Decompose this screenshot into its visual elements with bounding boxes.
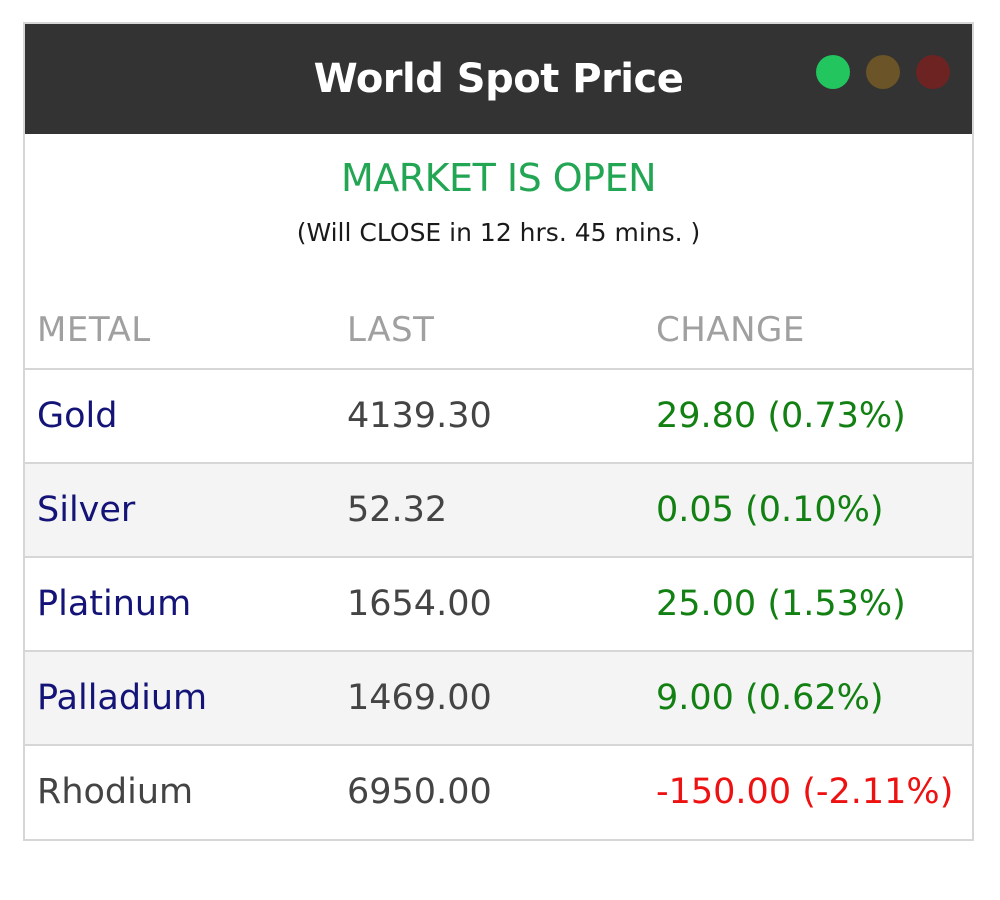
widget-title: World Spot Price [313, 56, 684, 102]
price-change: 29.80 (0.73%) [656, 396, 906, 436]
widget-header: World Spot Price [25, 24, 972, 134]
price-change: 0.05 (0.10%) [656, 490, 884, 530]
table-row: Gold 4139.30 29.80 (0.73%) [25, 370, 972, 464]
amber-light-icon [866, 55, 900, 89]
table-header: METAL LAST CHANGE [25, 304, 972, 370]
metal-link-gold[interactable]: Gold [37, 396, 118, 436]
price-change: 9.00 (0.62%) [656, 678, 884, 718]
last-price: 6950.00 [347, 772, 492, 812]
status-lights [816, 55, 950, 89]
table-row: Palladium 1469.00 9.00 (0.62%) [25, 652, 972, 746]
market-countdown: (Will CLOSE in 12 hrs. 45 mins. ) [296, 218, 701, 247]
metal-link-palladium[interactable]: Palladium [37, 678, 208, 718]
metal-name-rhodium: Rhodium [37, 772, 194, 812]
column-header-change: CHANGE [656, 310, 805, 350]
column-header-last: LAST [347, 310, 435, 350]
last-price: 52.32 [347, 490, 448, 530]
table-row: Rhodium 6950.00 -150.00 (-2.11%) [25, 746, 972, 840]
metal-link-silver[interactable]: Silver [37, 490, 136, 530]
table-row: Silver 52.32 0.05 (0.10%) [25, 464, 972, 558]
last-price: 1654.00 [347, 584, 492, 624]
market-status: MARKET IS OPEN [340, 156, 657, 200]
last-price: 4139.30 [347, 396, 492, 436]
price-table: Gold 4139.30 29.80 (0.73%) Silver 52.32 … [25, 370, 972, 840]
column-header-metal: METAL [37, 310, 151, 350]
price-change: -150.00 (-2.11%) [656, 772, 954, 812]
red-light-icon [916, 55, 950, 89]
last-price: 1469.00 [347, 678, 492, 718]
green-light-icon [816, 55, 850, 89]
price-change: 25.00 (1.53%) [656, 584, 906, 624]
spot-price-widget: World Spot Price MARKET IS OPEN (Will CL… [23, 22, 974, 841]
metal-link-platinum[interactable]: Platinum [37, 584, 192, 624]
table-row: Platinum 1654.00 25.00 (1.53%) [25, 558, 972, 652]
